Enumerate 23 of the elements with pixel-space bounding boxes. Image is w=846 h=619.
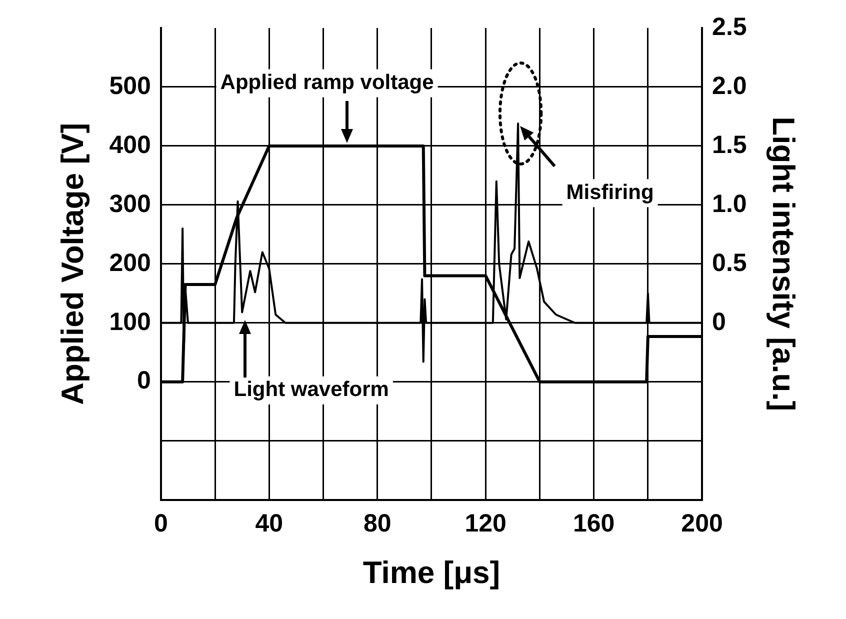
y2-tick-label: 2.5 <box>712 12 747 41</box>
y-tick-label: 300 <box>109 190 151 218</box>
annotation: Light waveform <box>234 378 389 402</box>
x-tick-label: 160 <box>572 510 615 538</box>
y2-tick-label: 0.5 <box>712 248 747 277</box>
y2-tick-label: 1.0 <box>712 190 747 218</box>
annotation: Misfiring <box>566 180 654 204</box>
y-tick-label: 100 <box>109 308 151 336</box>
x-tick-label: 80 <box>363 510 392 538</box>
x-tick-label: 200 <box>681 510 723 538</box>
x-axis-title: Time [μs] <box>362 554 500 590</box>
annotation: Applied ramp voltage <box>220 70 434 94</box>
y-axis-title: Applied Voltage [V] <box>55 122 90 405</box>
y-tick-label: 0 <box>137 366 151 395</box>
y2-tick-label: 2.0 <box>712 72 747 100</box>
y-tick-label: 500 <box>109 72 151 100</box>
y-tick-label: 400 <box>109 130 151 159</box>
y2-tick-label: 1.5 <box>712 130 747 159</box>
x-tick-label: 40 <box>255 510 284 538</box>
y2-axis-title: Light intensity [a.u.] <box>766 116 801 412</box>
y2-tick-label: 0 <box>712 308 726 336</box>
x-tick-label: 120 <box>464 510 506 538</box>
y-tick-label: 200 <box>109 248 151 277</box>
